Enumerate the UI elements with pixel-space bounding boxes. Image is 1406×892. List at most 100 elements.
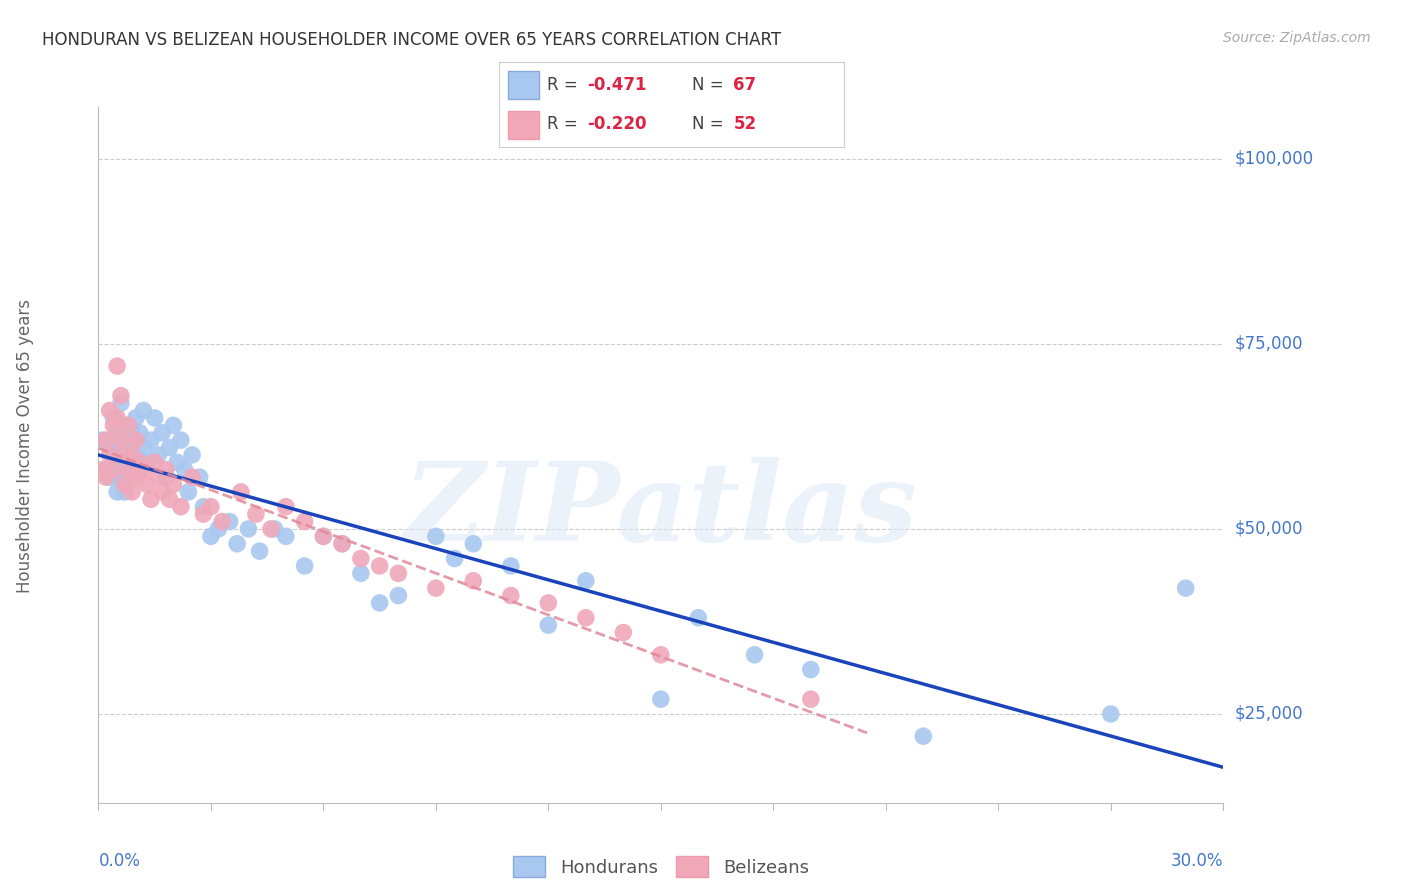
Point [330,537,353,551]
Point [103,448,125,462]
Point [94,463,117,477]
Point [105,463,128,477]
Text: -0.220: -0.220 [586,115,647,133]
Point [650,648,672,662]
Text: 67: 67 [734,77,756,95]
Text: Householder Income Over 65 years: Householder Income Over 65 years [17,299,34,593]
Point [155,470,177,484]
Point [136,455,159,469]
Point [330,537,353,551]
Point [350,566,373,581]
Point [368,558,391,573]
Point [110,470,132,484]
Point [143,455,166,469]
Point [229,484,252,499]
Point [211,515,233,529]
Point [499,589,522,603]
Point [110,433,132,447]
Point [121,484,143,499]
Point [98,403,121,417]
Point [110,396,132,410]
Text: $50,000: $50,000 [1234,520,1303,538]
Point [105,484,128,499]
Text: 30.0%: 30.0% [1171,852,1223,870]
Point [103,418,125,433]
Point [105,359,128,373]
Point [226,537,249,551]
Point [139,433,162,447]
Point [193,500,215,514]
Point [181,448,204,462]
Point [91,463,114,477]
Point [162,477,184,491]
Point [103,463,125,477]
Point [139,492,162,507]
Point [121,448,143,462]
Point [162,418,184,433]
Point [387,566,409,581]
Point [125,433,148,447]
Point [294,558,316,573]
Point [143,411,166,425]
Point [125,411,148,425]
Point [121,470,143,484]
Point [499,558,522,573]
Point [114,455,136,469]
Point [245,507,267,521]
Point [114,448,136,462]
Point [94,470,117,484]
Point [688,611,710,625]
Point [117,418,139,433]
FancyBboxPatch shape [508,71,538,99]
Point [537,596,560,610]
Point [166,455,188,469]
Point [260,522,283,536]
Point [132,403,155,417]
Point [912,729,935,743]
Text: 0.0%: 0.0% [98,852,141,870]
Point [117,463,139,477]
Point [110,389,132,403]
Point [128,463,150,477]
Point [117,463,139,477]
Point [350,551,373,566]
Point [136,477,159,491]
Point [218,515,240,529]
Point [650,692,672,706]
Point [274,529,297,543]
Point [150,425,173,440]
Point [117,433,139,447]
Point [128,455,150,469]
Point [170,433,193,447]
Point [159,492,181,507]
Point [132,463,155,477]
Point [575,574,598,588]
Point [575,611,598,625]
Point [238,522,260,536]
Point [274,500,297,514]
Point [368,596,391,610]
FancyBboxPatch shape [508,111,538,139]
Point [114,477,136,491]
Point [312,529,335,543]
Point [148,470,170,484]
Point [155,463,177,477]
Point [463,574,485,588]
Point [200,529,222,543]
Text: 52: 52 [734,115,756,133]
Point [128,425,150,440]
Text: R =: R = [547,77,583,95]
Point [200,500,222,514]
Point [181,470,204,484]
Point [98,448,121,462]
Point [103,411,125,425]
Point [387,589,409,603]
Point [170,500,193,514]
Point [114,418,136,433]
Point [463,537,485,551]
Point [425,529,447,543]
Point [537,618,560,632]
Point [425,581,447,595]
Point [193,507,215,521]
Point [744,648,766,662]
